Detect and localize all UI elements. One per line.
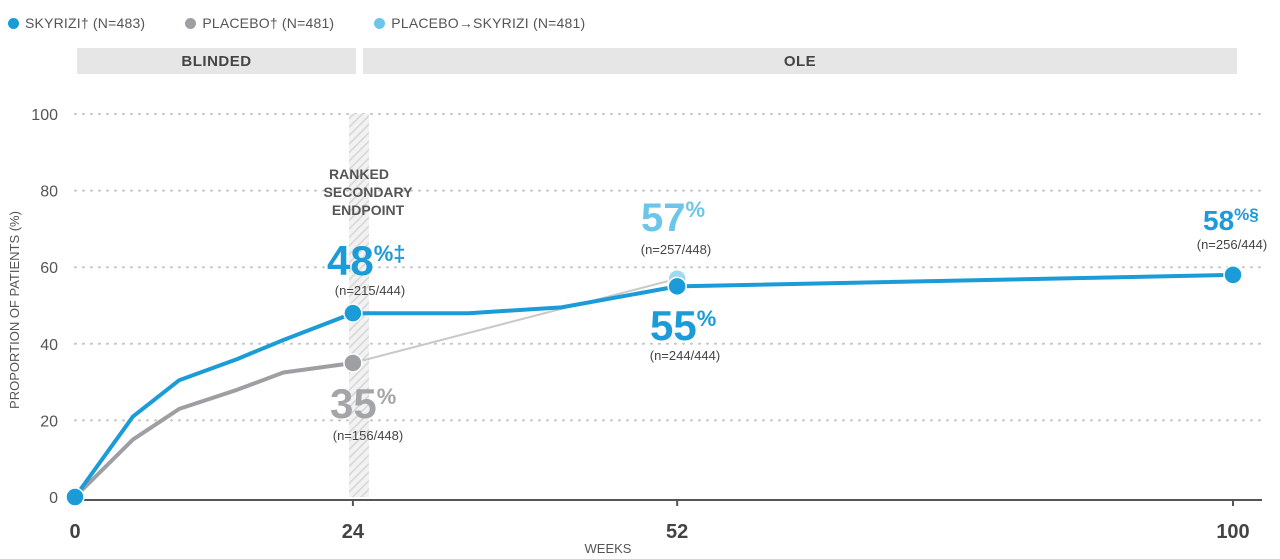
x-tick-label-100: 100 [1216,521,1249,543]
annotation-58-suffix: %§ [1234,205,1259,224]
marker-skyrizi-week-52 [667,276,687,297]
legend-item-placebo: PLACEBO† (N=481) [185,15,334,31]
y-axis-title: PROPORTION OF PATIENTS (%) [7,211,22,409]
series-line-placebo [73,361,355,499]
annotation-48-n: (n=215/444) [335,283,405,298]
annotation-35-n: (n=156/448) [333,428,403,443]
band-blinded: BLINDED [77,48,356,74]
x-axis-title: WEEKS [585,541,632,556]
endpoint-note-line-1: RANKED [329,166,389,182]
x-tick-label-52: 52 [666,521,688,543]
annotation-57-value: 57 [641,196,686,240]
legend-dot-skyrizi [8,17,19,29]
week24-hatch-band [349,114,369,497]
annotation-55-n: (n=244/444) [650,348,720,363]
legend-label-skyrizi: SKYRIZI† (N=483) [25,15,146,31]
y-tick-label-80: 80 [40,184,58,201]
annotation-48-suffix: %‡ [374,241,406,266]
marker-placebo-week-24 [343,353,363,373]
marker-skyrizi-week-24 [343,303,363,323]
annotation-58: 58%§ [1203,205,1259,236]
y-tick-label-60: 60 [40,260,58,277]
series-line-placebo-skyrizi [351,277,679,364]
annotation-58-n: (n=256/444) [1197,237,1267,252]
annotation-55-suffix: % [697,306,717,331]
annotation-57-suffix: % [686,197,706,222]
y-tick-label-40: 40 [40,337,58,354]
annotation-58-value: 58 [1203,205,1234,236]
legend-item-skyrizi: SKYRIZI† (N=483) [8,15,145,31]
y-tick-label-100: 100 [31,107,58,124]
endpoint-note-line-2: SECONDARY [324,184,414,200]
annotation-35-suffix: % [377,384,397,409]
annotation-35-value: 35 [330,380,377,427]
legend: SKYRIZI† (N=483) PLACEBO† (N=481) PLACEB… [8,12,625,34]
marker-skyrizi-week-0 [65,487,85,507]
x-tick-label-24: 24 [342,521,365,543]
series-line-skyrizi [73,272,1235,499]
endpoint-note-line-3: ENDPOINT [332,202,405,218]
band-ole: OLE [363,48,1237,74]
annotation-35: 35% [330,380,396,427]
y-tick-label-0: 0 [49,490,58,507]
annotation-57-n: (n=257/448) [641,242,711,257]
legend-item-placebo-skyrizi: PLACEBO→SKYRIZI (N=481) [374,15,585,31]
legend-dot-placebo-skyrizi [374,17,386,29]
y-tick-label-20: 20 [40,413,58,430]
annotation-48: 48%‡ [327,237,406,284]
x-tick-label-0: 0 [69,521,80,543]
legend-dot-placebo [185,17,197,29]
annotation-48-value: 48 [327,237,374,284]
legend-label-placebo: PLACEBO† (N=481) [202,15,335,31]
marker-skyrizi-week-100 [1223,265,1243,285]
annotation-57: 57% [641,196,705,240]
legend-label-placebo-skyrizi: PLACEBO→SKYRIZI (N=481) [391,15,586,31]
annotation-55: 55% [650,302,716,349]
annotation-55-value: 55 [650,302,697,349]
